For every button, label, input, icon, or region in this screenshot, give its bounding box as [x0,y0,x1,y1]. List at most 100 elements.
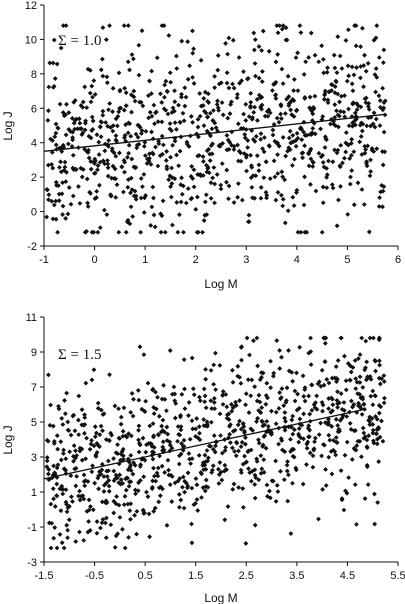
data-point [204,448,210,453]
data-point [125,217,131,223]
data-point [217,362,223,368]
data-point [282,177,288,183]
data-point [335,34,341,40]
data-point [161,382,166,388]
data-point [360,385,366,390]
data-point [58,508,64,514]
data-point [365,143,371,149]
data-point [46,84,52,90]
data-point [105,158,110,163]
data-point [301,72,307,77]
data-point [80,167,86,172]
data-point [87,446,93,452]
data-point [122,169,127,175]
data-point [120,480,126,486]
data-point [179,175,184,181]
y-tick-label: 4 [31,138,37,150]
data-point [130,471,136,477]
data-point [329,424,335,429]
data-point [126,431,131,437]
data-point [308,362,314,368]
data-point [213,125,219,131]
data-point [290,378,296,384]
data-point [254,458,260,464]
data-point [123,103,129,109]
data-point [243,460,249,465]
data-point [332,114,338,120]
data-point [84,176,90,182]
data-point [316,59,322,65]
data-point [265,428,271,434]
data-point [349,64,355,70]
data-point [272,81,278,87]
data-point [382,98,388,104]
data-point [246,466,251,472]
data-point [337,53,343,59]
data-point [196,452,202,458]
data-point [227,431,233,437]
data-point [169,391,175,397]
data-point [162,429,168,435]
data-point [216,107,222,113]
data-point [53,198,59,204]
data-point [377,98,383,103]
data-point [259,106,264,112]
data-point [182,85,188,91]
data-point [350,123,355,129]
data-point [296,439,302,445]
data-point [359,454,364,460]
data-point [338,109,343,114]
data-point [334,223,340,229]
data-point [91,443,97,449]
data-point [285,459,290,464]
data-point [353,386,359,392]
data-point [66,517,72,523]
data-point [341,408,347,413]
data-point [379,376,384,382]
data-point [157,153,163,159]
data-point [45,162,51,168]
data-point [358,134,364,139]
data-point [295,50,300,56]
data-point [109,175,114,181]
data-point [246,219,252,225]
data-point [278,468,283,474]
data-point [302,174,307,180]
data-point [348,140,354,146]
data-point [257,377,263,383]
data-point [64,390,70,396]
data-point [363,68,369,74]
y-axis-label: Log J [1,425,15,454]
data-point [277,366,283,371]
data-point [211,381,217,387]
x-tick-label: -1 [39,254,49,266]
data-point [105,123,111,129]
data-point [283,25,289,31]
data-point [68,473,74,479]
data-point [186,400,192,405]
data-point [113,472,119,478]
data-point [256,440,262,446]
data-point [306,393,312,399]
data-point [52,76,58,81]
data-point [361,401,366,407]
data-point [193,426,199,432]
data-point [105,173,111,179]
data-point [172,135,178,141]
data-point [238,380,244,386]
data-point [293,143,299,149]
data-point [215,466,221,472]
data-point [310,159,316,165]
data-point [111,456,116,461]
y-tick-label: -3 [27,557,37,569]
data-point [252,495,258,501]
data-point [152,473,157,479]
data-point [90,507,96,513]
data-point [243,441,248,447]
data-point [138,195,144,201]
data-point [183,200,189,206]
data-point [118,451,124,457]
data-point [171,384,177,390]
data-point [241,69,246,75]
